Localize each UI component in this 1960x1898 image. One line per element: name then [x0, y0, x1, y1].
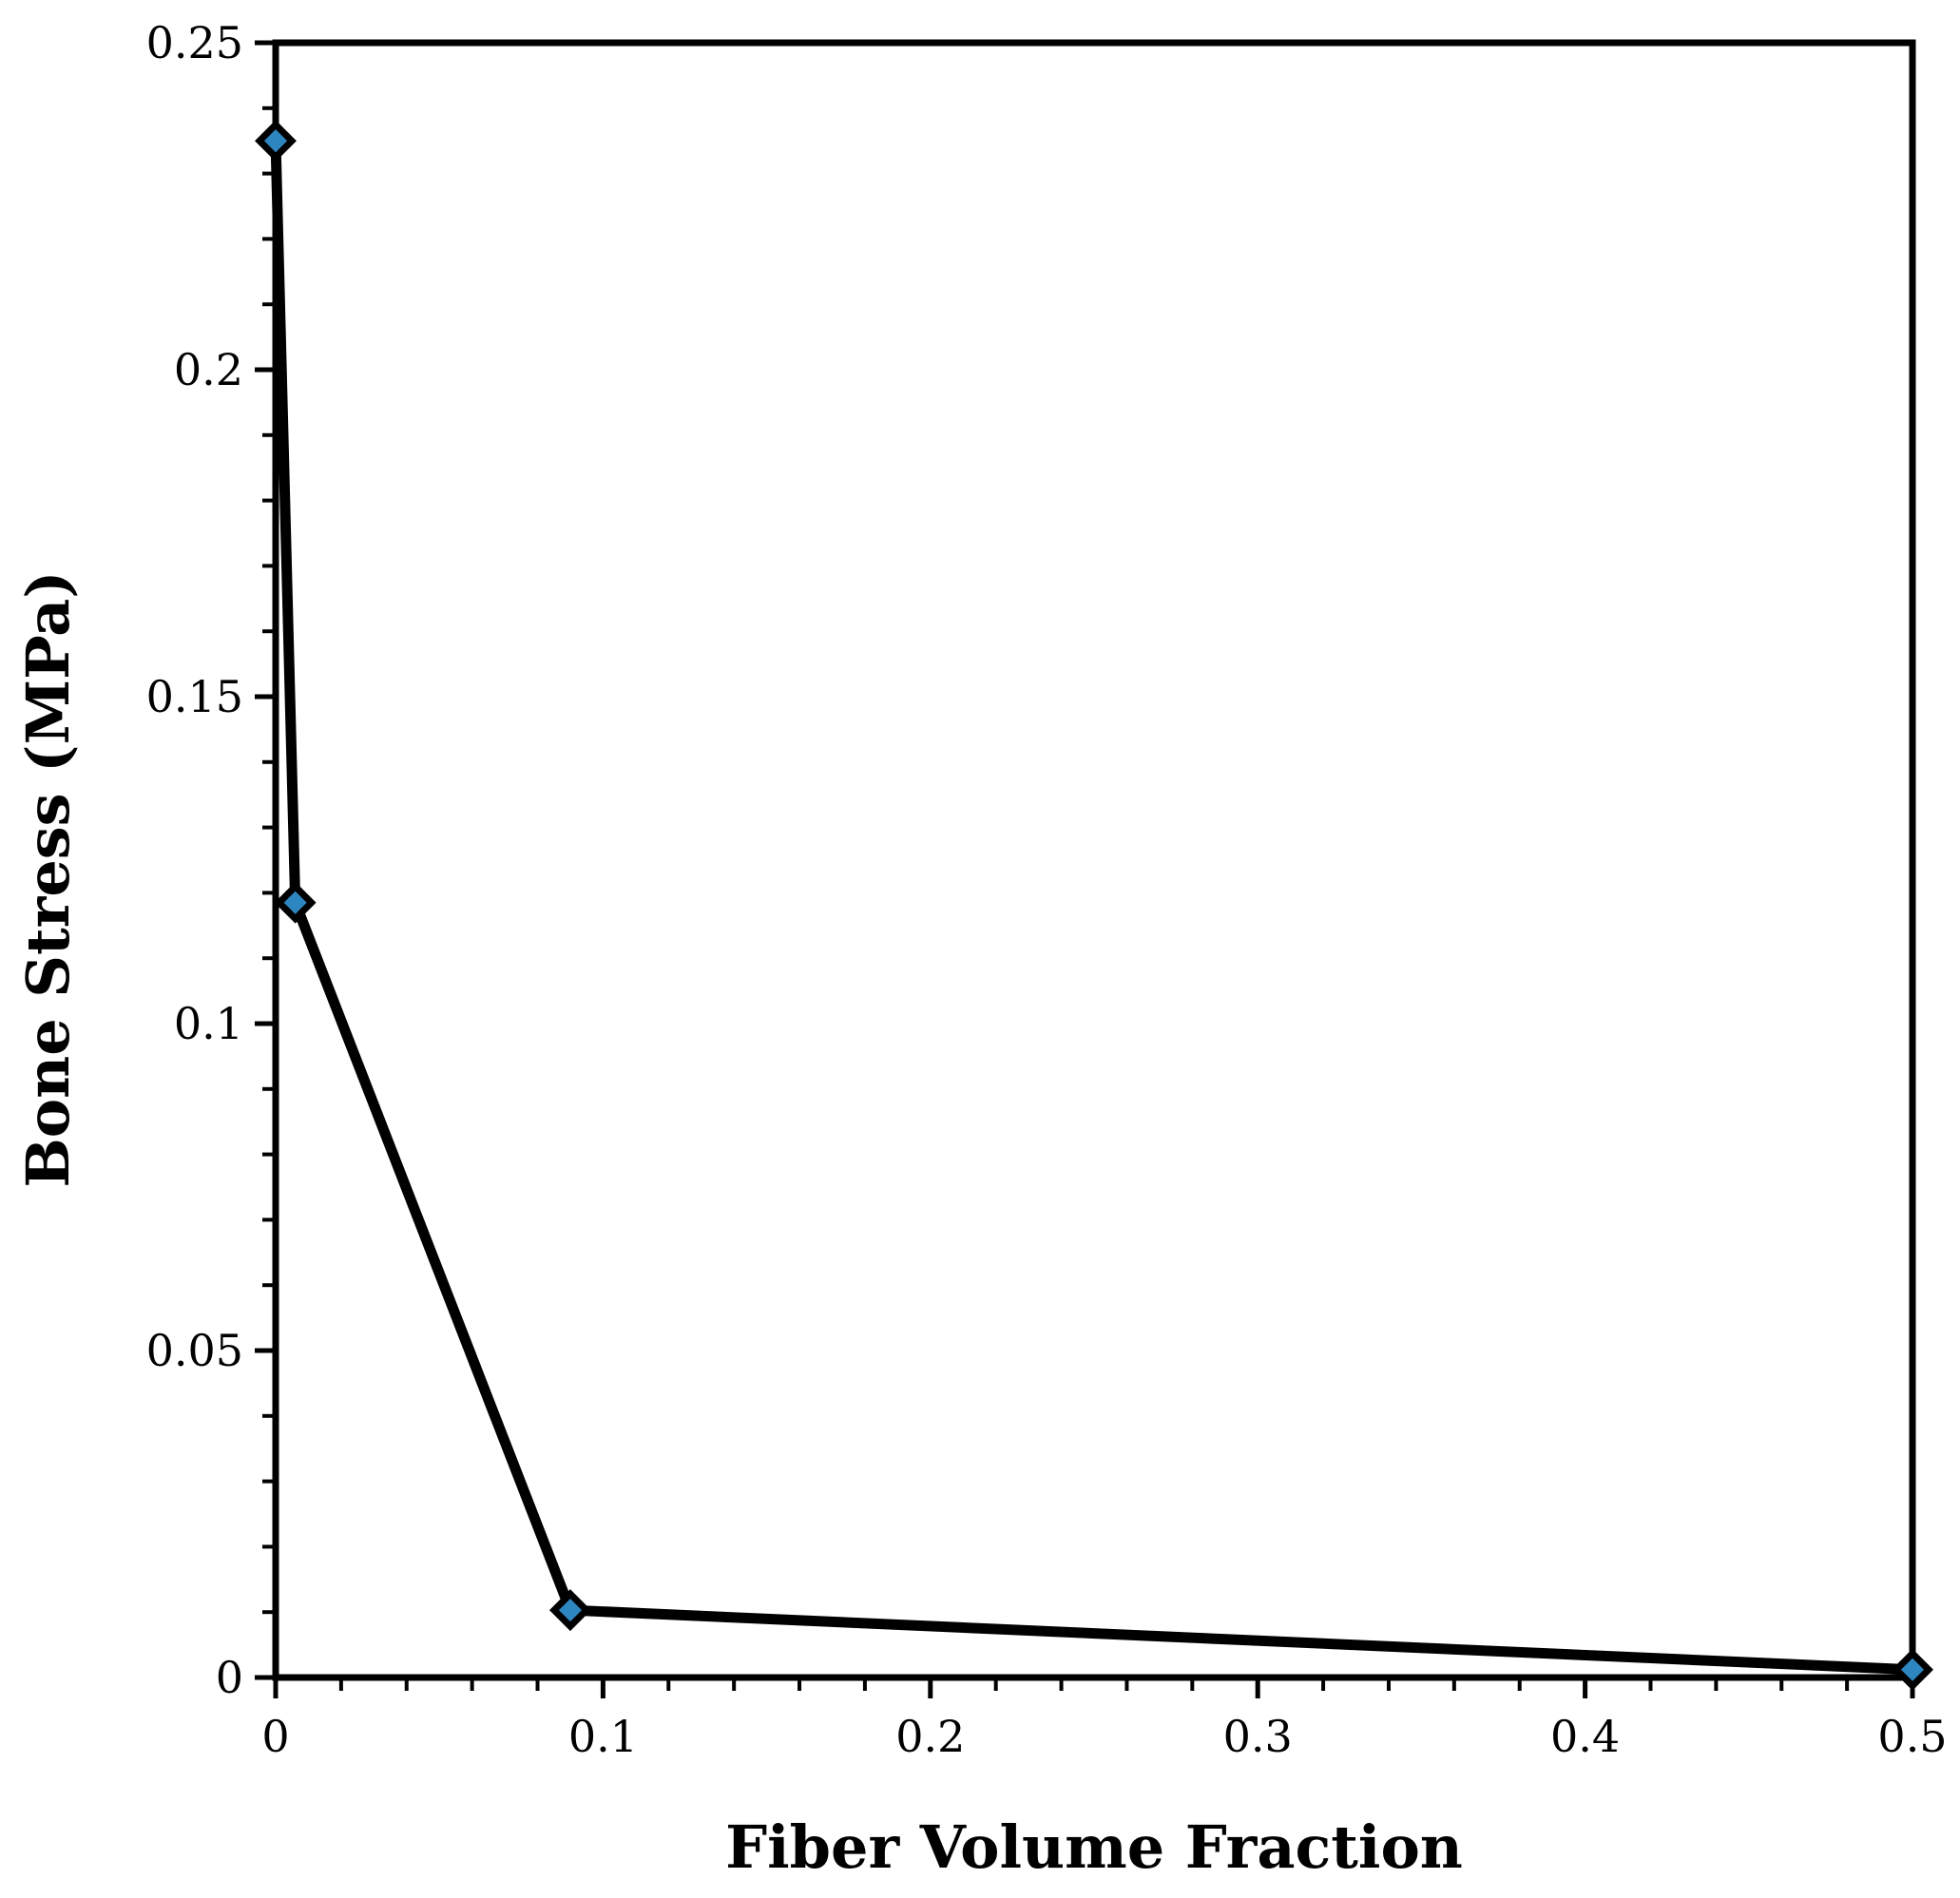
y-axis-title: Bone Stress (MPa): [13, 570, 83, 1187]
series-layer: [255, 120, 1933, 1691]
x-axis-title: Fiber Volume Fraction: [725, 1812, 1463, 1882]
x-tick-label: 0.1: [568, 1711, 638, 1762]
x-tick-label: 0: [261, 1711, 289, 1762]
y-tick-label: 0.15: [146, 671, 243, 722]
x-tick-label: 0.4: [1550, 1711, 1620, 1762]
y-tick-label: 0.2: [174, 344, 243, 395]
y-tick-labels: 0 0.05 0.1 0.15 0.2 0.25: [146, 17, 243, 1703]
x-tick-label: 0.2: [895, 1711, 965, 1762]
x-tick-label: 0.3: [1223, 1711, 1293, 1762]
y-tick-label: 0.05: [146, 1325, 243, 1376]
data-point: [255, 120, 297, 163]
data-point: [549, 1589, 591, 1632]
y-tick-label: 0.25: [146, 17, 243, 68]
plot-frame: [272, 39, 1916, 1681]
data-point: [274, 881, 317, 924]
y-tick-label: 0: [216, 1652, 243, 1703]
x-tick-labels: 0 0.1 0.2 0.3 0.4 0.5: [261, 1711, 1947, 1762]
data-point: [1892, 1648, 1933, 1691]
series-line: [270, 135, 1918, 1676]
x-tick-label: 0.5: [1877, 1711, 1947, 1762]
y-tick-label: 0.1: [174, 998, 243, 1049]
